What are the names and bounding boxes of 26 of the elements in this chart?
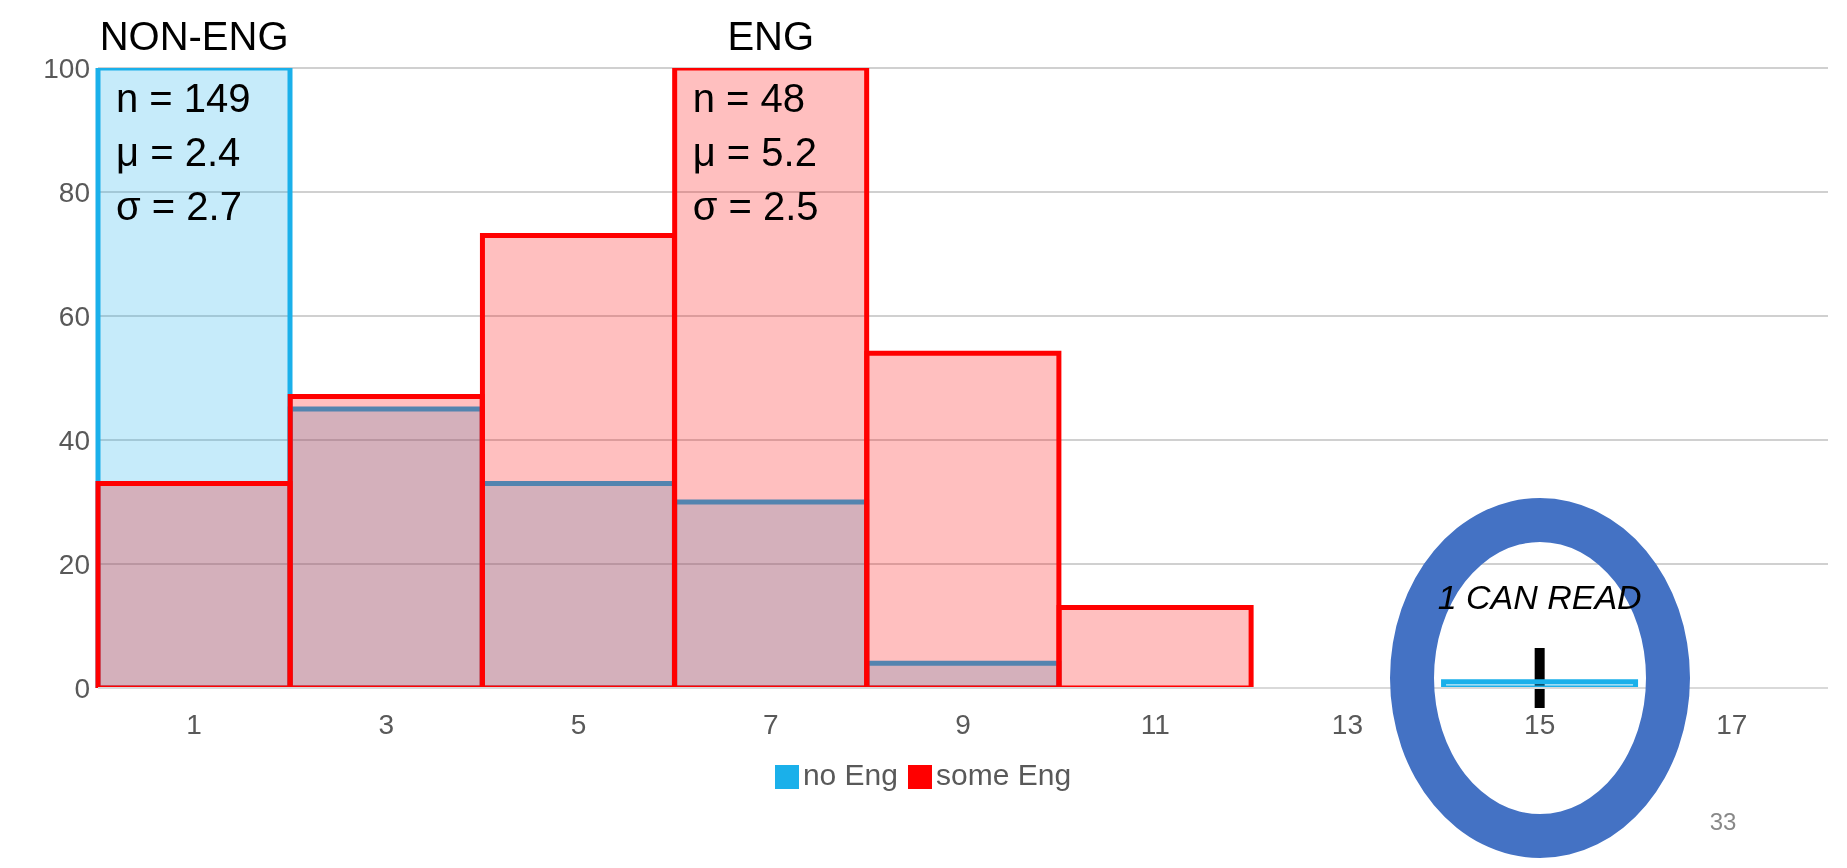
annotation: σ = 2.5 <box>692 184 819 229</box>
x-tick-label: 7 <box>762 708 779 740</box>
text: 33 <box>1709 808 1737 836</box>
annotation: σ = 2.7 <box>116 184 242 229</box>
legend-label: some Eng <box>936 758 1072 791</box>
y-tick-label: 40 <box>58 424 90 456</box>
x-tick-label: 9 <box>955 708 971 740</box>
x-tick-label: 11 <box>1140 708 1170 740</box>
annotation: n = 149 <box>116 76 251 121</box>
annotation: μ = 5.2 <box>692 130 817 175</box>
x-tick-label: 13 <box>1331 708 1364 740</box>
annotation: n = 48 <box>692 76 805 121</box>
y-tick-label: 0 <box>74 672 90 704</box>
y-tick-label: 100 <box>43 52 90 84</box>
y-tick-label: 80 <box>58 176 90 208</box>
x-tick-label: 17 <box>1716 708 1748 740</box>
x-tick-label: 1 <box>186 708 202 740</box>
annotation: μ = 2.4 <box>116 130 241 175</box>
x-tick-label: 15 <box>1524 708 1556 740</box>
text: ENG <box>727 14 815 59</box>
x-tick-label: 5 <box>570 708 587 740</box>
y-tick-label: 20 <box>58 548 90 580</box>
text: NON-ENG <box>99 14 289 59</box>
legend-label: no Eng <box>802 758 898 791</box>
x-tick-label: 3 <box>378 708 395 740</box>
y-tick-label: 60 <box>58 300 90 332</box>
